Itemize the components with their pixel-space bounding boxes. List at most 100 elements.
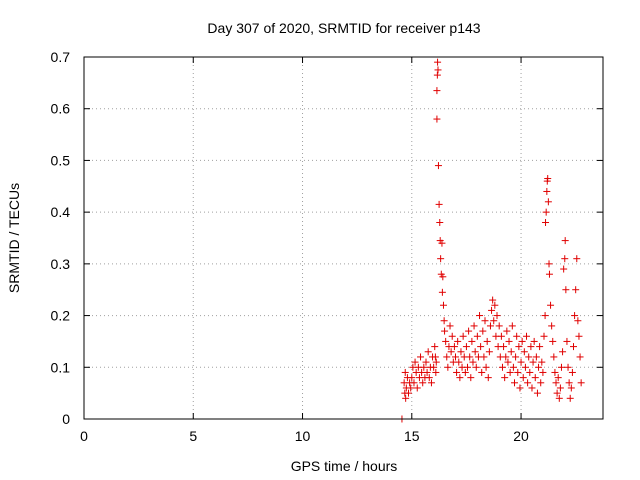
data-point — [438, 288, 446, 296]
data-point — [561, 237, 569, 245]
y-tick-label: 0.2 — [51, 308, 71, 324]
data-point — [413, 384, 421, 392]
data-point — [549, 337, 557, 345]
y-tick-label: 0.4 — [51, 204, 71, 220]
data-point — [434, 58, 442, 66]
data-point — [571, 312, 579, 320]
data-point — [473, 332, 481, 340]
data-point — [523, 332, 531, 340]
data-point — [568, 368, 576, 376]
data-point — [550, 353, 558, 361]
data-point — [490, 317, 498, 325]
data-point — [422, 358, 430, 366]
data-point — [533, 389, 541, 397]
data-point — [518, 337, 526, 345]
x-tick-label: 20 — [513, 428, 529, 444]
data-point — [516, 384, 524, 392]
y-tick-label: 0.5 — [51, 152, 71, 168]
data-point — [502, 353, 510, 361]
data-point — [477, 343, 485, 351]
data-point — [562, 286, 570, 294]
data-point — [408, 374, 416, 382]
data-point — [529, 358, 537, 366]
data-point — [419, 379, 427, 387]
data-point — [444, 363, 452, 371]
data-point — [567, 384, 575, 392]
data-point — [519, 374, 527, 382]
data-point — [447, 348, 455, 356]
data-point — [566, 394, 574, 402]
data-point — [541, 312, 549, 320]
data-point — [402, 394, 410, 402]
data-point — [488, 306, 496, 314]
data-point — [446, 322, 454, 330]
y-tick-label: 0.6 — [51, 101, 71, 117]
data-point — [501, 374, 509, 382]
data-point — [538, 358, 546, 366]
data-point — [506, 368, 514, 376]
data-point — [417, 353, 425, 361]
x-tick-label: 5 — [189, 428, 197, 444]
data-point — [457, 348, 465, 356]
data-point — [512, 353, 520, 361]
data-point — [470, 322, 478, 330]
data-point — [455, 358, 463, 366]
data-point — [574, 317, 582, 325]
data-point — [548, 322, 556, 330]
data-point — [524, 379, 532, 387]
data-point — [536, 343, 544, 351]
data-point — [480, 353, 488, 361]
data-point — [485, 348, 493, 356]
data-point — [437, 255, 445, 263]
data-point — [467, 374, 475, 382]
data-point — [495, 322, 503, 330]
data-point — [563, 337, 571, 345]
data-point — [507, 348, 515, 356]
data-point — [433, 115, 441, 123]
data-point — [553, 389, 561, 397]
data-point — [557, 363, 565, 371]
data-point — [517, 358, 525, 366]
data-point — [564, 363, 572, 371]
data-point — [433, 71, 441, 79]
data-point — [469, 358, 477, 366]
data-point — [510, 379, 518, 387]
x-tick-label: 10 — [295, 428, 311, 444]
data-point — [436, 218, 444, 226]
data-point — [443, 353, 451, 361]
data-point — [427, 379, 435, 387]
data-point — [424, 348, 432, 356]
tick-labels: 0 5 10 15 20 0 0.1 0.2 0.3 0.4 0.5 0.6 0.7 — [51, 49, 530, 444]
data-point — [441, 327, 449, 335]
data-point — [544, 198, 552, 206]
data-point — [483, 337, 491, 345]
data-point — [565, 379, 573, 387]
data-point — [468, 337, 476, 345]
data-point — [575, 332, 583, 340]
data-point — [454, 337, 462, 345]
data-point — [505, 337, 513, 345]
data-point — [508, 322, 516, 330]
data-point — [542, 208, 550, 216]
data-point — [561, 255, 569, 263]
data-point — [503, 327, 511, 335]
x-axis-label: GPS time / hours — [291, 458, 398, 474]
data-point — [433, 87, 441, 95]
data-point — [559, 348, 567, 356]
data-point — [472, 363, 480, 371]
data-point — [438, 239, 446, 247]
data-point — [442, 337, 450, 345]
data-point — [405, 389, 413, 397]
data-point — [544, 175, 552, 183]
data-point — [535, 363, 543, 371]
data-point — [539, 368, 547, 376]
data-point — [439, 273, 447, 281]
data-point — [425, 374, 433, 382]
data-point — [434, 66, 442, 74]
data-point — [547, 301, 555, 309]
data-point — [439, 301, 447, 309]
data-point — [420, 363, 428, 371]
data-point — [520, 348, 528, 356]
data-point — [482, 363, 490, 371]
